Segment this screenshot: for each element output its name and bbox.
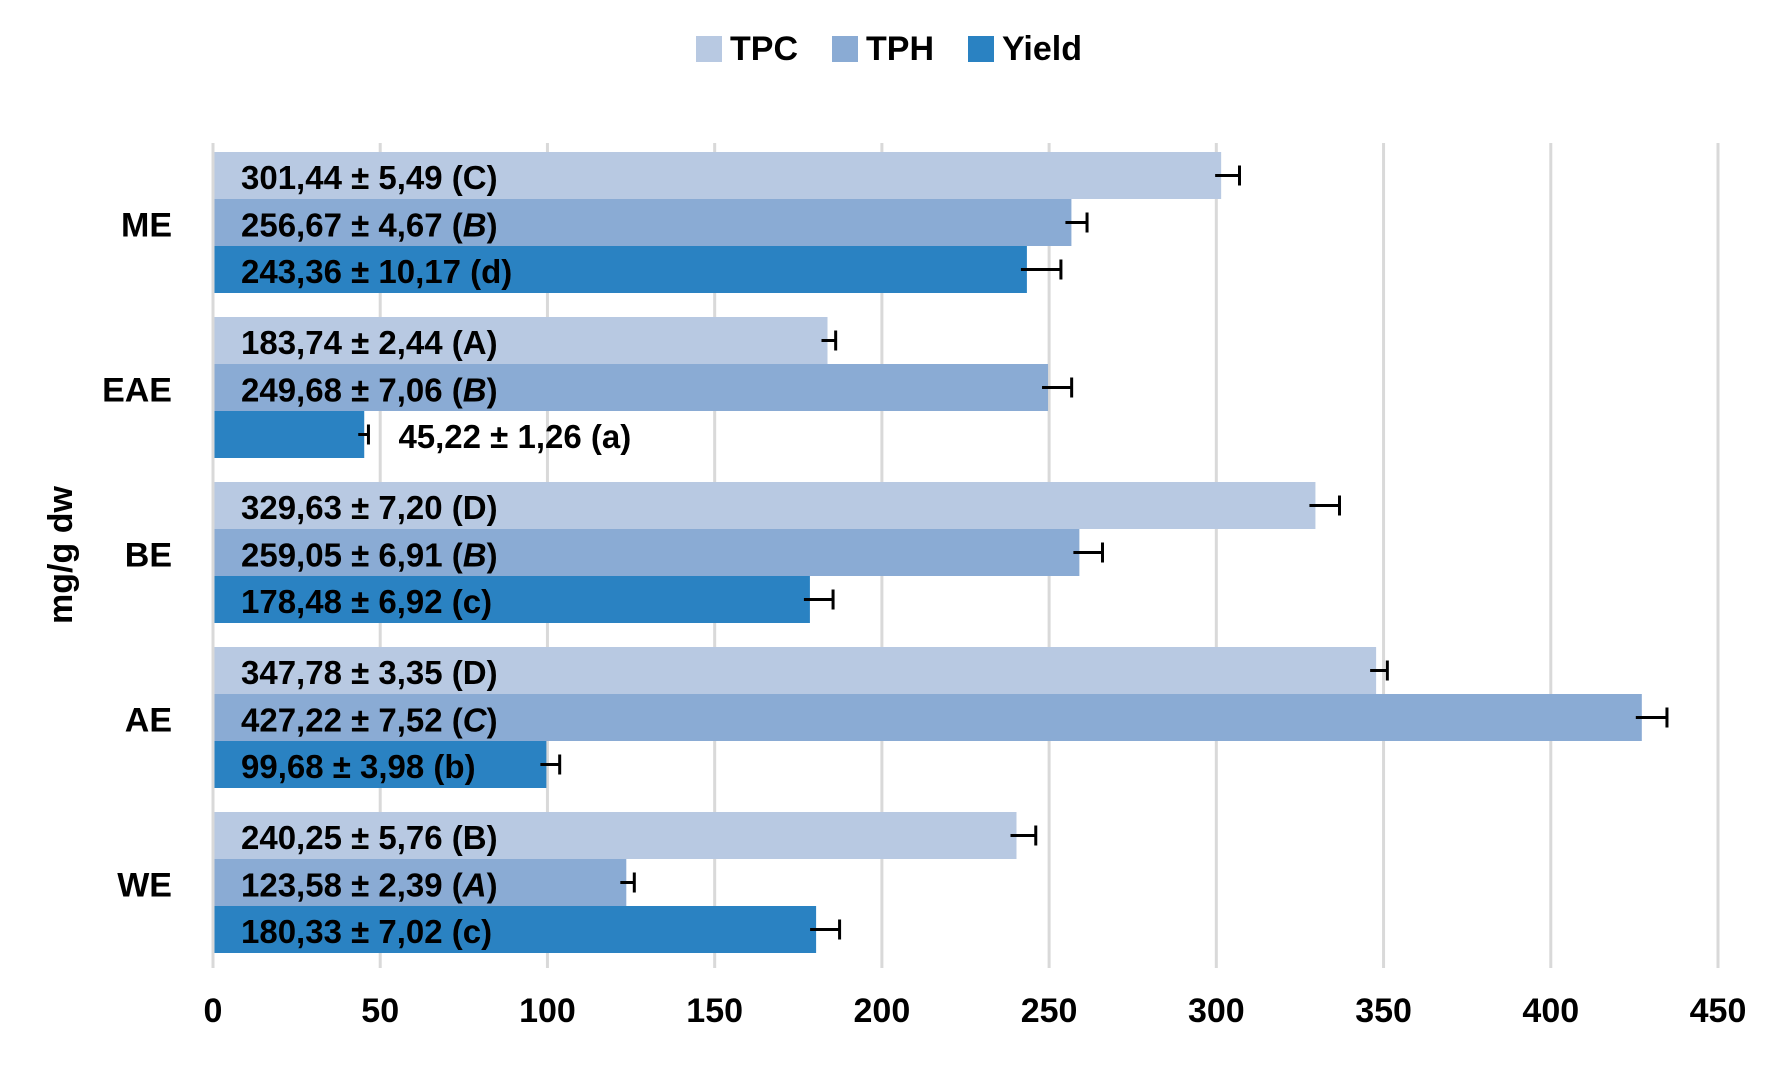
data-label: 99,68 ± 3,98 (b) — [241, 748, 476, 785]
bar — [213, 246, 1027, 293]
bar — [213, 647, 1377, 694]
bar — [213, 199, 1072, 246]
bar — [213, 741, 547, 788]
bar — [213, 482, 1316, 529]
legend-label: Yield — [1002, 30, 1082, 68]
x-tick-label: 0 — [204, 992, 223, 1030]
x-tick-label: 450 — [1690, 992, 1747, 1030]
x-tick-label: 100 — [519, 992, 576, 1030]
x-tick-label: 200 — [854, 992, 911, 1030]
data-label: 180,33 ± 7,02 (c) — [241, 913, 492, 950]
bar — [213, 364, 1049, 411]
data-label: 123,58 ± 2,39 (A) — [241, 866, 498, 903]
data-label: 329,63 ± 7,20 (D) — [241, 489, 498, 526]
bar — [213, 906, 817, 953]
bar — [213, 411, 365, 458]
data-label: 243,36 ± 10,17 (d) — [241, 253, 512, 290]
category-label: EAE — [102, 372, 172, 410]
bar — [213, 812, 1017, 859]
category-label: ME — [121, 207, 172, 245]
x-tick-label: 400 — [1522, 992, 1579, 1030]
x-tick-label: 300 — [1188, 992, 1245, 1030]
data-label: 427,22 ± 7,52 (C) — [241, 701, 498, 738]
data-label: 256,67 ± 4,67 (B) — [241, 206, 498, 243]
x-tick-label: 250 — [1021, 992, 1078, 1030]
category-label: AE — [125, 702, 172, 740]
data-label: 178,48 ± 6,92 (c) — [241, 583, 492, 620]
legend-label: TPC — [730, 30, 798, 68]
bar — [213, 152, 1222, 199]
bar — [213, 694, 1642, 741]
data-label: 249,68 ± 7,06 (B) — [241, 371, 498, 408]
data-label: 347,78 ± 3,35 (D) — [241, 654, 498, 691]
x-tick-label: 50 — [361, 992, 399, 1030]
legend-swatch — [968, 36, 994, 62]
category-label: WE — [117, 867, 172, 905]
bar — [213, 317, 828, 364]
data-label: 45,22 ± 1,26 (a) — [398, 418, 631, 455]
legend-label: TPH — [866, 30, 934, 68]
data-label: 259,05 ± 6,91 (B) — [241, 536, 498, 573]
bar — [213, 859, 627, 906]
x-tick-label: 150 — [686, 992, 743, 1030]
data-label: 240,25 ± 5,76 (B) — [241, 819, 498, 856]
legend-swatch — [832, 36, 858, 62]
data-label: 301,44 ± 5,49 (C) — [241, 159, 498, 196]
bar — [213, 576, 810, 623]
legend-swatch — [696, 36, 722, 62]
bar — [213, 529, 1080, 576]
data-label: 183,74 ± 2,44 (A) — [241, 324, 498, 361]
category-label: BE — [125, 537, 172, 575]
x-tick-label: 350 — [1355, 992, 1412, 1030]
y-axis-title: mg/g dw — [42, 486, 80, 624]
